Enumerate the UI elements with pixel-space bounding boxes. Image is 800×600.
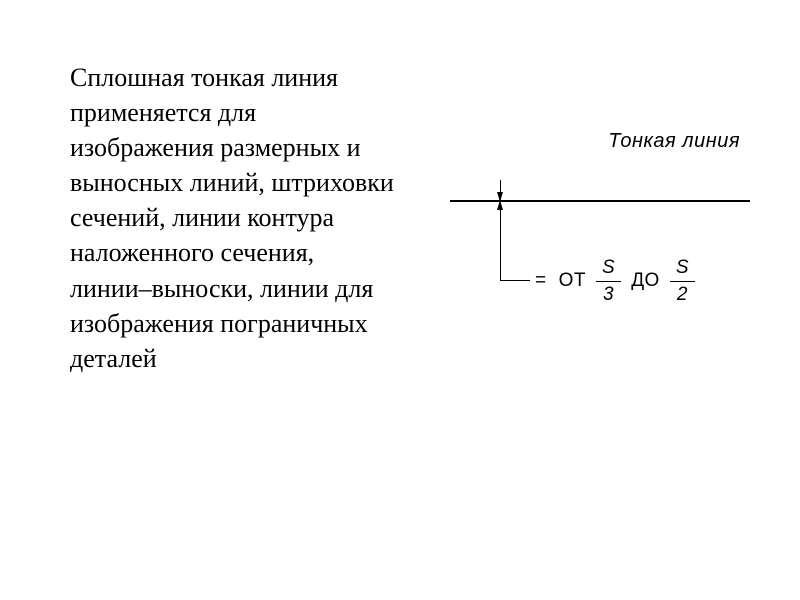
fraction1-bar bbox=[596, 281, 621, 282]
fraction-s-over-2: S 2 bbox=[670, 258, 695, 305]
leader-line-horizontal bbox=[500, 280, 530, 281]
fraction2-denominator: 2 bbox=[671, 285, 694, 305]
fraction-s-over-3: S 3 bbox=[596, 258, 621, 305]
thickness-formula: = ОТ S 3 ДО S 2 bbox=[535, 258, 699, 305]
example-thin-line bbox=[450, 200, 750, 202]
fraction1-numerator: S bbox=[596, 258, 621, 278]
fraction1-denominator: 3 bbox=[597, 285, 620, 305]
dimension-arrowhead-bottom bbox=[497, 200, 503, 210]
fraction2-bar bbox=[670, 281, 695, 282]
leader-line-vertical bbox=[500, 220, 501, 280]
description-text: Сплошная тонкая линия применяется для из… bbox=[70, 60, 400, 376]
equals-sign: = bbox=[535, 270, 547, 292]
thin-line-diagram: Тонкая линия = ОТ S 3 ДО S 2 bbox=[430, 130, 760, 340]
fraction2-numerator: S bbox=[670, 258, 695, 278]
word-to: ДО bbox=[631, 270, 660, 292]
diagram-caption: Тонкая линия bbox=[608, 130, 740, 153]
description-block: Сплошная тонкая линия применяется для из… bbox=[70, 60, 400, 376]
word-from: ОТ bbox=[559, 270, 586, 292]
